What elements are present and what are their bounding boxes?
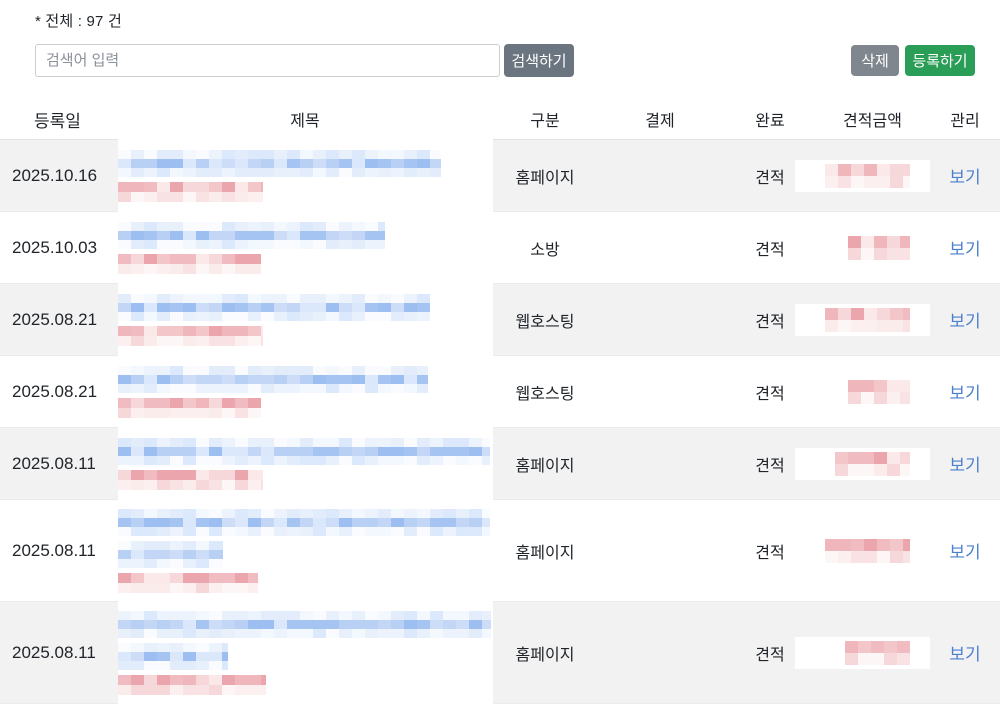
row-date: 2025.08.11 — [12, 540, 96, 560]
subtitle-blur — [118, 325, 263, 346]
row-title-redacted — [115, 354, 495, 429]
amount-blur — [845, 640, 910, 665]
title-blur — [118, 365, 428, 393]
header-date: 등록일 — [34, 111, 81, 131]
view-link[interactable]: 보기 — [949, 543, 981, 562]
view-link[interactable]: 보기 — [949, 456, 981, 475]
title-blur — [118, 642, 228, 670]
search-button[interactable]: 검색하기 — [504, 44, 574, 77]
row-amount-redacted — [795, 231, 930, 264]
row-complete-status: 견적 — [755, 646, 785, 664]
search-group: 검색하기 — [35, 44, 574, 77]
view-link[interactable]: 보기 — [949, 168, 981, 187]
top-bar: * 전체 : 97 건 검색하기 삭제 등록하기 — [0, 0, 1000, 77]
table-header: 등록일 제목 구분 결제 완료 견적금액 관리 — [0, 99, 1000, 140]
row-category: 소방 — [530, 241, 560, 259]
row-date: 2025.08.11 — [12, 642, 96, 662]
row-amount-redacted — [795, 375, 930, 408]
amount-blur — [825, 307, 910, 332]
row-category: 홈페이지 — [515, 457, 575, 475]
row-date: 2025.10.16 — [12, 165, 98, 185]
row-amount-redacted — [795, 447, 930, 480]
header-title: 제목 — [290, 113, 320, 130]
row-date: 2025.08.21 — [12, 381, 98, 401]
row-title-redacted — [115, 282, 495, 357]
row-complete-status: 견적 — [755, 313, 785, 331]
table-row: 2025.10.03 소방 견적 보기 — [0, 210, 1000, 285]
view-link[interactable]: 보기 — [949, 312, 981, 331]
header-manage: 관리 — [950, 113, 980, 130]
row-title-redacted — [115, 599, 495, 706]
row-title-redacted — [115, 138, 495, 213]
row-category: 홈페이지 — [515, 169, 575, 187]
table-body: 2025.10.16 홈페이지 견적 보기 2025.10.03 소방 견적 보기 2025.0… — [0, 138, 1000, 706]
table-row: 2025.08.11 홈페이지 견적 보기 — [0, 497, 1000, 604]
subtitle-blur — [118, 674, 266, 695]
row-complete-status: 견적 — [755, 385, 785, 403]
subtitle-blur — [118, 253, 261, 274]
estimate-table: 등록일 제목 구분 결제 완료 견적금액 관리 2025.10.16 홈페이지 견적… — [0, 99, 1000, 706]
title-blur — [118, 540, 223, 568]
amount-blur — [825, 538, 910, 563]
row-amount-redacted — [795, 303, 930, 336]
header-payment: 결제 — [645, 113, 675, 130]
row-amount-redacted — [795, 534, 930, 567]
row-date: 2025.10.03 — [12, 237, 98, 257]
action-buttons: 삭제 등록하기 — [851, 45, 975, 76]
row-complete-status: 견적 — [755, 457, 785, 475]
row-amount-redacted — [795, 636, 930, 669]
title-blur — [118, 610, 491, 638]
row-manage: 보기 — [930, 538, 1000, 563]
delete-button[interactable]: 삭제 — [851, 45, 899, 76]
table-row: 2025.08.11 홈페이지 견적 보기 — [0, 599, 1000, 706]
controls-row: 검색하기 삭제 등록하기 — [35, 44, 975, 77]
amount-blur — [848, 235, 910, 260]
amount-blur — [848, 379, 910, 404]
row-category: 홈페이지 — [515, 646, 575, 664]
row-manage: 보기 — [930, 163, 1000, 188]
row-date: 2025.08.21 — [12, 309, 98, 329]
row-date: 2025.08.11 — [12, 453, 96, 473]
header-amount: 견적금액 — [843, 113, 902, 130]
amount-blur — [825, 163, 910, 188]
header-category: 구분 — [530, 113, 560, 130]
row-manage: 보기 — [930, 307, 1000, 332]
title-blur — [118, 293, 430, 321]
row-title-redacted — [115, 426, 495, 501]
row-title-redacted — [115, 497, 495, 604]
title-blur — [118, 149, 441, 177]
row-manage: 보기 — [930, 379, 1000, 404]
table-row: 2025.08.21 웹호스팅 견적 보기 — [0, 282, 1000, 357]
subtitle-blur — [118, 469, 263, 490]
search-input[interactable] — [35, 44, 500, 77]
row-manage: 보기 — [930, 451, 1000, 476]
view-link[interactable]: 보기 — [949, 645, 981, 664]
table-row: 2025.10.16 홈페이지 견적 보기 — [0, 138, 1000, 213]
row-title-redacted — [115, 210, 495, 285]
view-link[interactable]: 보기 — [949, 384, 981, 403]
row-complete-status: 견적 — [755, 169, 785, 187]
total-count-label: * 전체 : 97 건 — [35, 13, 122, 30]
amount-blur — [835, 451, 910, 476]
title-blur — [118, 508, 490, 536]
row-complete-status: 견적 — [755, 241, 785, 259]
row-category: 홈페이지 — [515, 544, 575, 562]
row-category: 웹호스팅 — [515, 313, 575, 331]
table-row: 2025.08.11 홈페이지 견적 보기 — [0, 426, 1000, 501]
subtitle-blur — [118, 572, 258, 593]
subtitle-blur — [118, 397, 261, 418]
header-complete: 완료 — [755, 113, 785, 130]
row-complete-status: 견적 — [755, 544, 785, 562]
title-blur — [118, 437, 490, 465]
row-category: 웹호스팅 — [515, 385, 575, 403]
row-manage: 보기 — [930, 640, 1000, 665]
row-manage: 보기 — [930, 235, 1000, 260]
row-amount-redacted — [795, 159, 930, 192]
register-button[interactable]: 등록하기 — [905, 45, 975, 76]
table-row: 2025.08.21 웹호스팅 견적 보기 — [0, 354, 1000, 429]
subtitle-blur — [118, 181, 263, 202]
view-link[interactable]: 보기 — [949, 240, 981, 259]
title-blur — [118, 221, 385, 249]
